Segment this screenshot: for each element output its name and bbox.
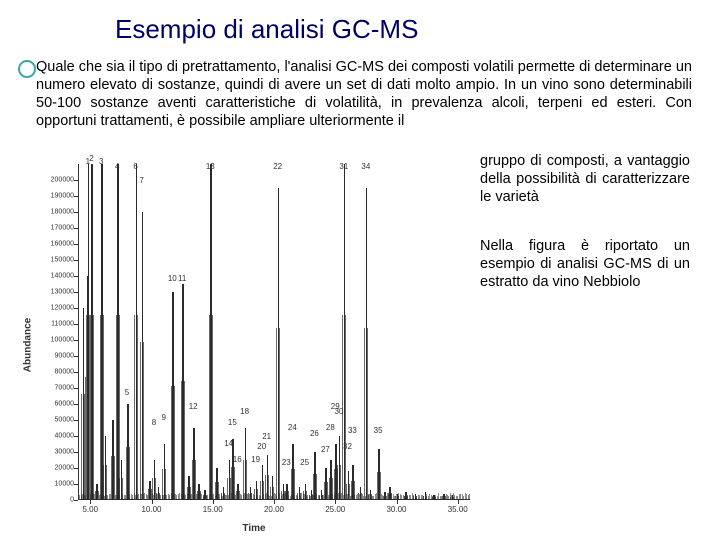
peak-label: 21 bbox=[262, 432, 271, 441]
peak-label: 31 bbox=[339, 162, 348, 171]
x-tick: 20.00 bbox=[264, 505, 284, 514]
right-paragraph-2: Nella figura è riportato un esempio di a… bbox=[480, 237, 690, 291]
y-tick: 150000 bbox=[36, 257, 74, 264]
peak-label: 4 bbox=[115, 162, 119, 171]
x-tick: 15.00 bbox=[203, 505, 223, 514]
page-title: Esempio di analisi GC-MS bbox=[115, 14, 418, 45]
x-tick: 25.00 bbox=[325, 505, 345, 514]
y-tick: 110000 bbox=[36, 321, 74, 328]
peak-label: 18 bbox=[240, 407, 249, 416]
peak-label: 27 bbox=[321, 445, 330, 454]
y-tick: 80000 bbox=[36, 369, 74, 376]
y-tick: 130000 bbox=[36, 289, 74, 296]
peak-label: 8 bbox=[152, 418, 156, 427]
y-tick: 140000 bbox=[36, 273, 74, 280]
y-tick: 70000 bbox=[36, 385, 74, 392]
peak-label: 13 bbox=[206, 162, 215, 171]
y-tick: 100000 bbox=[36, 337, 74, 344]
peak-label: 35 bbox=[374, 426, 383, 435]
peak-label: 26 bbox=[310, 429, 319, 438]
x-tick: 10.00 bbox=[141, 505, 161, 514]
y-tick: 60000 bbox=[36, 401, 74, 408]
x-tick: 35.00 bbox=[448, 505, 468, 514]
peak-label: 6 bbox=[133, 162, 137, 171]
bullet-circle-icon bbox=[18, 60, 36, 78]
peak-label: 10 bbox=[168, 274, 177, 283]
x-tick: 30.00 bbox=[386, 505, 406, 514]
y-tick: 50000 bbox=[36, 417, 74, 424]
peak-label: 16 bbox=[233, 455, 242, 464]
peak-label: 25 bbox=[300, 458, 309, 467]
right-paragraph-1: gruppo di composti, a vantaggio della po… bbox=[480, 152, 690, 206]
chromatogram-chart: Abundance Time 0100002000030000400005000… bbox=[34, 160, 474, 530]
peak-label: 19 bbox=[251, 455, 260, 464]
y-tick: 170000 bbox=[36, 225, 74, 232]
peak-label: 20 bbox=[257, 442, 266, 451]
peak-label: 23 bbox=[282, 458, 291, 467]
y-tick: 120000 bbox=[36, 305, 74, 312]
peak-label: 7 bbox=[139, 176, 143, 185]
y-tick: 30000 bbox=[36, 449, 74, 456]
peak-label: 11 bbox=[178, 274, 186, 283]
y-tick: 160000 bbox=[36, 241, 74, 248]
y-tick: 0 bbox=[36, 497, 74, 504]
x-tick: 5.00 bbox=[82, 505, 98, 514]
peak-label: 32 bbox=[343, 442, 352, 451]
peak-label: 22 bbox=[273, 162, 282, 171]
y-tick: 180000 bbox=[36, 209, 74, 216]
y-tick: 200000 bbox=[36, 177, 74, 184]
main-paragraph: Quale che sia il tipo di pretrattamento,… bbox=[36, 58, 692, 131]
peak-label: 34 bbox=[361, 162, 370, 171]
peak-label: 15 bbox=[228, 418, 237, 427]
y-axis-label: Abundance bbox=[23, 318, 34, 372]
y-tick: 190000 bbox=[36, 193, 74, 200]
y-tick: 10000 bbox=[36, 481, 74, 488]
peak-label: 12 bbox=[189, 402, 198, 411]
peak-label: 5 bbox=[125, 388, 129, 397]
peak-label: 33 bbox=[348, 426, 357, 435]
peak-label: 9 bbox=[162, 413, 166, 422]
y-tick: 40000 bbox=[36, 433, 74, 440]
peak-label: 24 bbox=[288, 423, 297, 432]
peak-label: 2 bbox=[89, 154, 93, 163]
plot-area: 0100002000030000400005000060000700008000… bbox=[78, 164, 470, 500]
peak-label: 28 bbox=[326, 423, 335, 432]
y-tick: 20000 bbox=[36, 465, 74, 472]
x-axis-label: Time bbox=[242, 523, 265, 534]
peak-label: 3 bbox=[99, 157, 103, 166]
y-tick: 90000 bbox=[36, 353, 74, 360]
